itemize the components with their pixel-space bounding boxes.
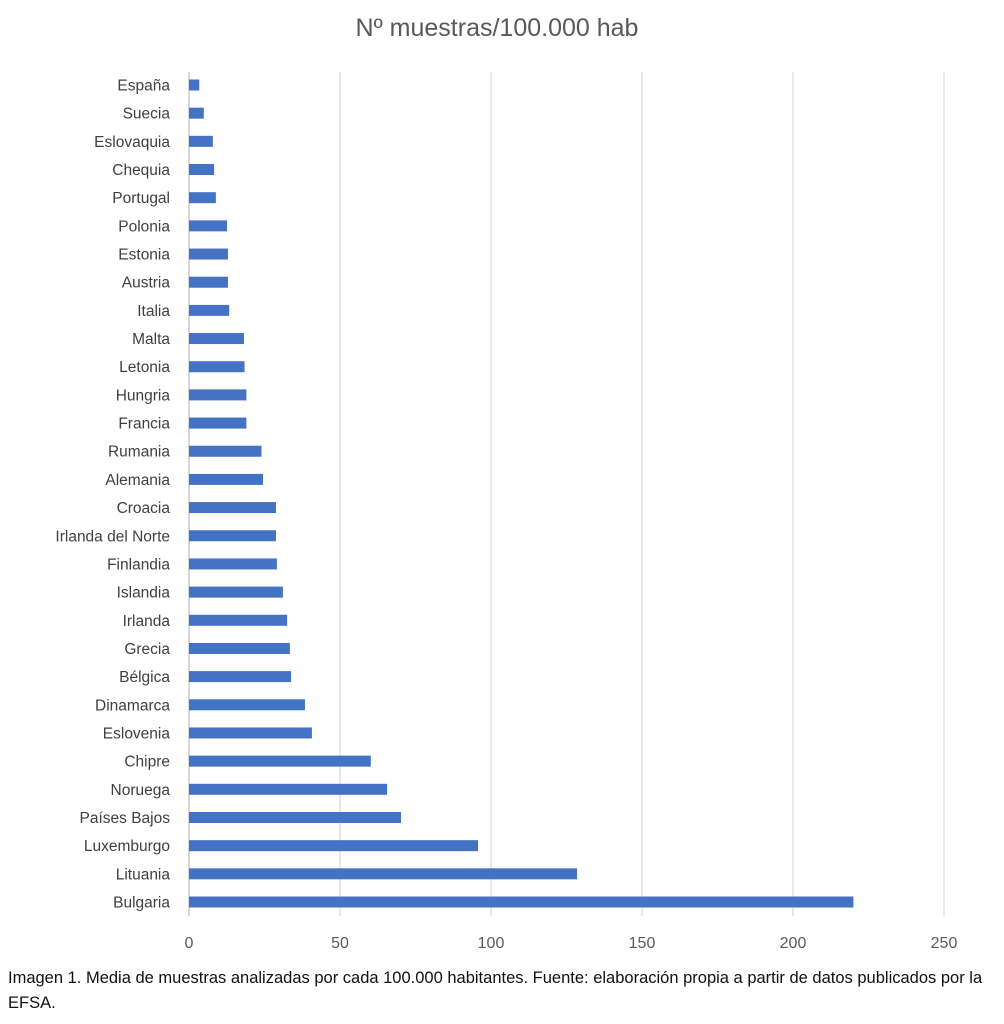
bar xyxy=(189,473,263,485)
bar xyxy=(189,445,262,457)
category-label: Islandia xyxy=(117,585,171,602)
category-label: Alemania xyxy=(105,472,170,489)
category-label: Francia xyxy=(118,416,170,433)
bar xyxy=(189,192,216,204)
bar xyxy=(189,840,479,852)
category-label: Irlanda xyxy=(123,613,171,630)
bar xyxy=(189,811,402,823)
category-label: Eslovaquia xyxy=(94,134,170,151)
bar xyxy=(189,614,288,626)
x-tick-label: 0 xyxy=(185,935,194,952)
category-label: Lituania xyxy=(116,866,171,883)
bar xyxy=(189,276,228,288)
bar xyxy=(189,502,276,514)
bar xyxy=(189,671,292,683)
category-label: Irlanda del Norte xyxy=(55,528,170,545)
bar xyxy=(189,586,283,598)
category-label: Austria xyxy=(122,275,171,292)
category-label: Países Bajos xyxy=(80,810,171,827)
category-label: Polonia xyxy=(118,218,170,235)
category-label: Dinamarca xyxy=(95,697,170,714)
category-label: Letonia xyxy=(119,359,170,376)
x-tick-label: 200 xyxy=(780,935,807,952)
bar xyxy=(189,107,204,119)
bar xyxy=(189,699,305,711)
category-label: Noruega xyxy=(111,782,171,799)
category-label: Hungria xyxy=(116,387,171,404)
category-label: Estonia xyxy=(118,247,170,264)
bar xyxy=(189,755,371,767)
category-label: España xyxy=(117,78,170,95)
category-label: Suecia xyxy=(123,106,171,123)
bar xyxy=(189,79,200,91)
x-tick-label: 150 xyxy=(629,935,656,952)
bar xyxy=(189,530,276,542)
category-label: Italia xyxy=(137,303,170,320)
x-tick-label: 100 xyxy=(478,935,505,952)
bar xyxy=(189,727,312,739)
chart-title: Nº muestras/100.000 hab xyxy=(356,14,639,42)
bar xyxy=(189,164,215,176)
bar xyxy=(189,304,230,316)
bar xyxy=(189,558,277,570)
bar xyxy=(189,389,247,401)
bar xyxy=(189,220,228,232)
bar-chart: Nº muestras/100.000 hab España Suecia Eslo… xyxy=(55,14,958,952)
category-label: Finlandia xyxy=(107,556,170,573)
category-label: Chipre xyxy=(124,754,170,771)
bar xyxy=(189,417,247,429)
category-label: Chequia xyxy=(112,162,170,179)
category-label: Bélgica xyxy=(119,669,170,686)
x-tick-label: 50 xyxy=(331,935,349,952)
figure-caption: Imagen 1. Media de muestras analizadas p… xyxy=(8,969,983,1012)
category-label: Luxemburgo xyxy=(84,838,170,855)
x-tick-label: 250 xyxy=(931,935,958,952)
bar xyxy=(189,868,578,880)
category-label: Malta xyxy=(132,331,170,348)
category-label: Portugal xyxy=(112,190,170,207)
bar xyxy=(189,333,244,345)
bar xyxy=(189,783,388,795)
category-label: Croacia xyxy=(117,500,171,517)
bar xyxy=(189,135,213,147)
category-label: Bulgaria xyxy=(113,895,170,912)
bar xyxy=(189,248,228,260)
bar xyxy=(189,896,854,908)
bar xyxy=(189,361,245,373)
category-label: Eslovenia xyxy=(103,725,171,742)
bar xyxy=(189,642,290,654)
category-label: Rumania xyxy=(108,444,170,461)
category-label: Grecia xyxy=(124,641,170,658)
